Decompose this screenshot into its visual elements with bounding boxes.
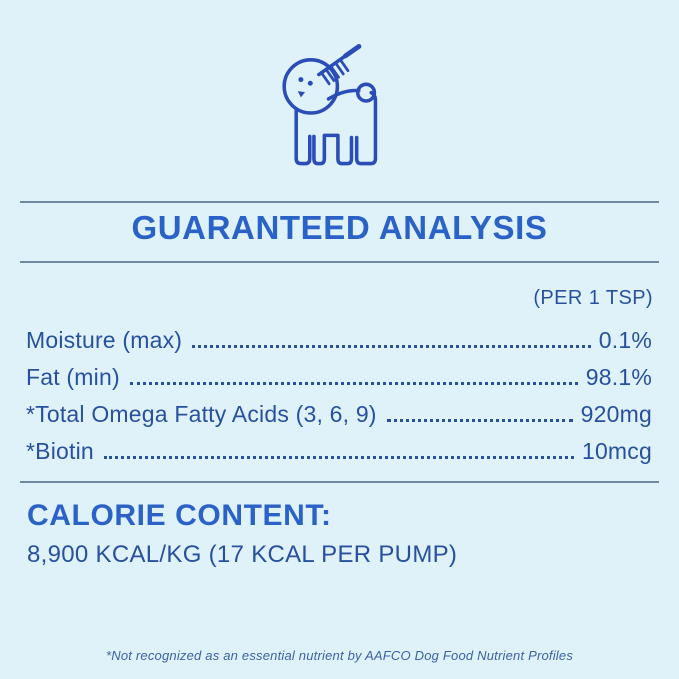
nutrient-value: 920mg: [580, 400, 652, 427]
dotted-leader: [192, 345, 591, 348]
nutrient-label: *Total Omega Fatty Acids (3, 6, 9): [26, 400, 377, 427]
dog-head: [282, 58, 340, 115]
nutrient-row: Fat (min) 98.1%: [26, 353, 652, 390]
dog-grooming-icon: [282, 44, 378, 166]
dotted-leader: [129, 382, 578, 385]
dog-body: [294, 90, 378, 166]
divider-top: [20, 201, 659, 203]
nutrient-value: 0.1%: [598, 326, 652, 353]
nutrient-label: *Biotin: [26, 437, 94, 464]
dog-tail: [355, 82, 377, 103]
dotted-leader: [103, 456, 574, 459]
dog-back: [326, 88, 361, 101]
nutrient-row: *Total Omega Fatty Acids (3, 6, 9) 920mg: [26, 390, 652, 427]
dog-nose: [297, 91, 306, 98]
nutrient-table: Moisture (max) 0.1% Fat (min) 98.1% *Tot…: [26, 316, 652, 464]
calorie-content-value: 8,900 KCAL/KG (17 KCAL PER PUMP): [27, 541, 458, 568]
calorie-content-title: CALORIE CONTENT:: [27, 499, 332, 532]
nutrient-row: *Biotin 10mcg: [26, 427, 652, 464]
serving-size-note: (PER 1 TSP): [533, 287, 653, 309]
divider-calories: [20, 481, 659, 483]
nutrient-value: 10mcg: [581, 437, 652, 464]
nutrient-label: Fat (min): [26, 363, 120, 390]
dog-eye: [298, 77, 304, 83]
aafco-footnote: *Not recognized as an essential nutrient…: [105, 648, 574, 663]
divider-under-title: [20, 261, 659, 263]
nutrient-label: Moisture (max): [26, 326, 183, 353]
nutrient-value: 98.1%: [585, 363, 652, 390]
guaranteed-analysis-title: GUARANTEED ANALYSIS: [131, 209, 548, 246]
dotted-leader: [386, 419, 573, 422]
dog-eye: [307, 80, 313, 86]
nutrient-row: Moisture (max) 0.1%: [26, 316, 652, 353]
